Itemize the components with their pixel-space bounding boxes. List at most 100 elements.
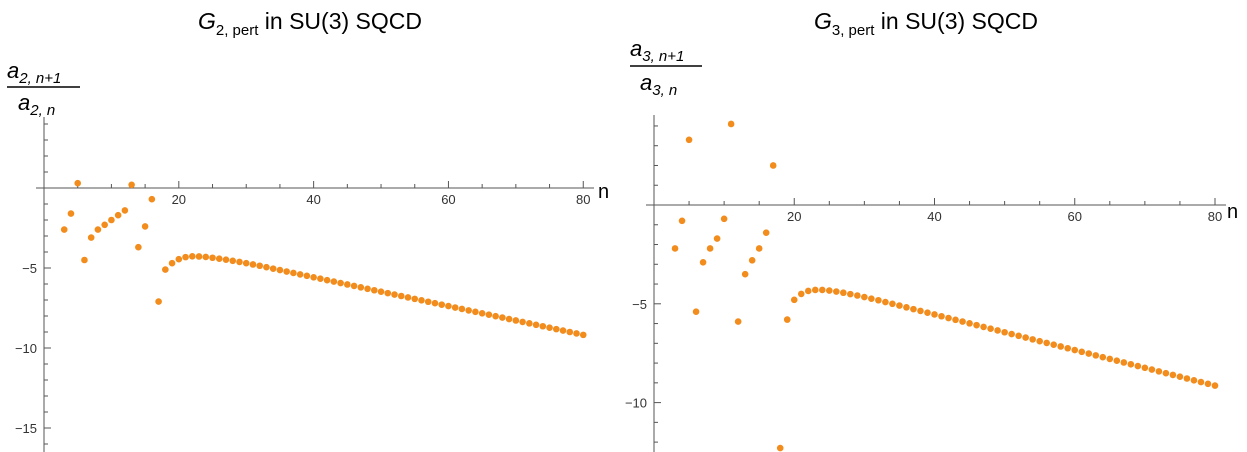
data-point bbox=[1064, 344, 1072, 352]
data-point bbox=[202, 253, 210, 261]
data-point bbox=[1113, 357, 1121, 365]
data-point bbox=[451, 304, 459, 311]
data-point bbox=[101, 221, 108, 229]
data-point bbox=[222, 256, 230, 263]
data-point bbox=[790, 296, 798, 304]
data-point bbox=[741, 270, 749, 278]
data-point bbox=[411, 295, 419, 303]
data-point bbox=[1022, 334, 1029, 341]
data-point bbox=[945, 314, 952, 322]
data-point bbox=[931, 311, 938, 318]
data-point bbox=[1085, 350, 1093, 357]
data-point bbox=[727, 120, 735, 128]
data-point bbox=[485, 311, 493, 319]
x-tick-label: 40 bbox=[927, 209, 941, 224]
data-point bbox=[994, 327, 1001, 334]
data-point bbox=[1092, 352, 1100, 359]
data-point bbox=[303, 272, 311, 280]
data-point bbox=[418, 297, 425, 304]
data-point bbox=[310, 273, 317, 281]
data-point bbox=[896, 302, 903, 309]
data-point bbox=[671, 245, 679, 252]
data-point bbox=[854, 292, 861, 299]
data-point bbox=[60, 226, 68, 233]
data-point bbox=[1050, 341, 1058, 349]
x-tick-label: 60 bbox=[441, 192, 455, 207]
data-point bbox=[236, 258, 243, 266]
data-point bbox=[1197, 378, 1205, 386]
data-point bbox=[552, 325, 560, 333]
data-point bbox=[478, 309, 486, 317]
data-point bbox=[370, 286, 378, 294]
data-point bbox=[1148, 366, 1156, 373]
data-point bbox=[209, 254, 216, 262]
data-point bbox=[734, 318, 742, 325]
y-tick-label: −5 bbox=[632, 297, 647, 312]
data-point bbox=[263, 263, 270, 271]
data-point bbox=[121, 207, 129, 214]
data-point bbox=[472, 308, 479, 316]
data-point bbox=[938, 312, 945, 320]
data-point bbox=[431, 299, 439, 307]
x-tick-label: 80 bbox=[1208, 209, 1222, 224]
data-point bbox=[1162, 369, 1170, 377]
data-point bbox=[155, 298, 162, 305]
data-point bbox=[175, 255, 183, 263]
data-point bbox=[114, 211, 122, 219]
data-point bbox=[512, 317, 520, 324]
data-point bbox=[404, 294, 412, 301]
data-point bbox=[826, 287, 833, 294]
data-point bbox=[882, 298, 889, 306]
data-point bbox=[692, 308, 700, 316]
data-point bbox=[1176, 373, 1184, 381]
data-point bbox=[804, 287, 812, 295]
data-point bbox=[229, 257, 237, 265]
data-point bbox=[357, 284, 365, 291]
data-point bbox=[330, 278, 338, 285]
data-point bbox=[492, 312, 499, 320]
data-point bbox=[847, 290, 854, 298]
data-point bbox=[579, 331, 587, 339]
svg-text:a2, n+1: a2, n+1 bbox=[7, 58, 61, 87]
data-point bbox=[384, 289, 392, 297]
data-point bbox=[762, 229, 770, 236]
data-point bbox=[135, 243, 142, 251]
data-point bbox=[1127, 360, 1135, 368]
data-point bbox=[465, 307, 472, 314]
y-axis-label: a3, n+1 a3, n bbox=[630, 36, 702, 99]
data-point bbox=[720, 215, 728, 223]
data-point bbox=[1141, 364, 1149, 372]
data-point bbox=[1008, 330, 1015, 338]
data-point bbox=[283, 268, 290, 275]
data-point bbox=[952, 316, 959, 324]
data-point bbox=[323, 276, 331, 284]
data-point bbox=[344, 281, 351, 288]
data-point bbox=[559, 327, 567, 334]
data-point bbox=[128, 181, 135, 189]
x-tick-label: 60 bbox=[1068, 209, 1082, 224]
data-point bbox=[519, 318, 526, 326]
data-point bbox=[391, 291, 398, 298]
data-point bbox=[1106, 355, 1114, 363]
data-point bbox=[546, 324, 553, 331]
x-tick-label: 40 bbox=[306, 192, 320, 207]
y-tick-label: −15 bbox=[15, 421, 37, 436]
data-point bbox=[269, 265, 277, 272]
chart-g3: G3, pert in SU(3) SQCD a3, n+1 a3, n 20 4… bbox=[625, 8, 1238, 452]
data-point bbox=[748, 257, 756, 264]
data-point bbox=[833, 288, 840, 295]
data-point bbox=[811, 286, 819, 294]
data-point bbox=[505, 315, 513, 323]
data-point bbox=[875, 296, 882, 304]
data-point bbox=[108, 216, 115, 224]
data-point bbox=[81, 256, 88, 264]
x-tick-label: 20 bbox=[787, 209, 801, 224]
data-point bbox=[532, 321, 540, 329]
data-point bbox=[966, 320, 973, 327]
plot-area: 20 40 60 80 −5 −10 −15 n bbox=[15, 117, 609, 452]
data-point bbox=[1155, 368, 1163, 375]
data-point bbox=[861, 293, 868, 301]
data-point bbox=[840, 289, 847, 297]
data-point bbox=[1043, 339, 1050, 347]
data-point bbox=[678, 217, 686, 225]
